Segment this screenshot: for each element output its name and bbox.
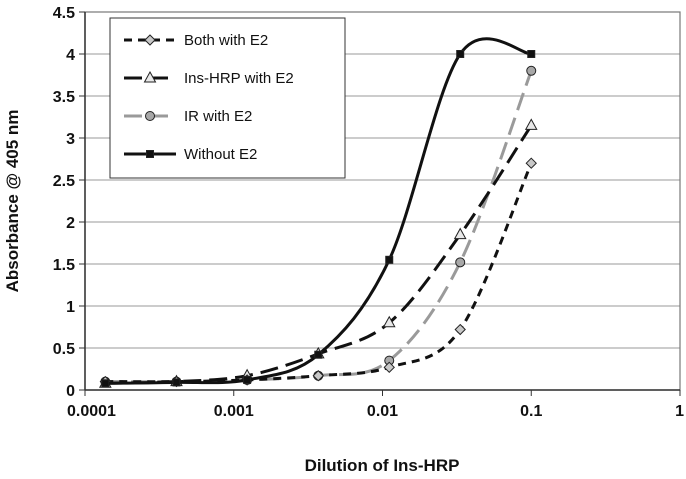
x-tick-label: 0.01 — [367, 403, 398, 420]
y-tick-label: 2 — [66, 215, 75, 232]
x-tick-label: 0.0001 — [67, 403, 116, 420]
data-point — [146, 150, 154, 158]
y-tick-labels: 0 0.5 1 1.5 2 2.5 3 3.5 4 4.5 — [53, 5, 85, 400]
y-tick-label: 3 — [66, 131, 75, 148]
data-point — [526, 65, 537, 76]
data-point — [385, 255, 394, 264]
data-point — [101, 379, 110, 388]
x-axis-title: Dilution of Ins-HRP — [305, 456, 460, 475]
legend-item: Without E2 — [124, 146, 257, 163]
x-tick-label: 0.001 — [214, 403, 254, 420]
data-point — [143, 70, 157, 83]
legend-item: Ins-HRP with E2 — [124, 70, 294, 87]
data-point — [454, 323, 466, 336]
y-tick-label: 1.5 — [53, 257, 75, 274]
data-point — [172, 378, 181, 387]
data-point — [455, 257, 466, 268]
legend-label: IR with E2 — [184, 108, 252, 125]
y-tick-label: 4 — [66, 47, 75, 64]
legend-label: Ins-HRP with E2 — [184, 70, 294, 87]
x-tick-label: 1 — [675, 403, 684, 420]
data-point — [314, 350, 323, 359]
y-tick-label: 4.5 — [53, 5, 75, 22]
data-point — [456, 50, 465, 58]
data-point — [312, 370, 324, 382]
data-point — [525, 157, 537, 169]
legend-label: Both with E2 — [184, 32, 268, 49]
series-layer — [98, 37, 538, 388]
series-without-e2 — [101, 37, 536, 388]
legend-item: Both with E2 — [124, 32, 268, 49]
series-line — [105, 124, 533, 385]
data-point — [243, 375, 252, 384]
data-point — [527, 50, 536, 58]
legend: Both with E2 Ins-HRP with E2 IR with E2 Wit… — [109, 17, 346, 179]
y-tick-label: 2.5 — [53, 173, 75, 190]
data-point — [453, 227, 467, 240]
data-point — [524, 118, 538, 130]
data-point — [383, 361, 395, 374]
y-tick-label: 0.5 — [53, 341, 75, 358]
data-point — [382, 315, 396, 328]
x-tick-labels: 0.0001 0.001 0.01 0.1 1 — [67, 390, 684, 420]
legend-label: Without E2 — [184, 146, 257, 163]
x-tick-label: 0.1 — [520, 403, 542, 420]
y-tick-label: 1 — [66, 299, 75, 316]
y-tick-label: 0 — [66, 383, 75, 400]
legend-item: IR with E2 — [124, 108, 252, 125]
data-point — [145, 111, 155, 121]
y-tick-label: 3.5 — [53, 89, 75, 106]
y-axis-title: Absorbance @ 405 nm — [3, 110, 22, 293]
data-point — [144, 34, 156, 46]
